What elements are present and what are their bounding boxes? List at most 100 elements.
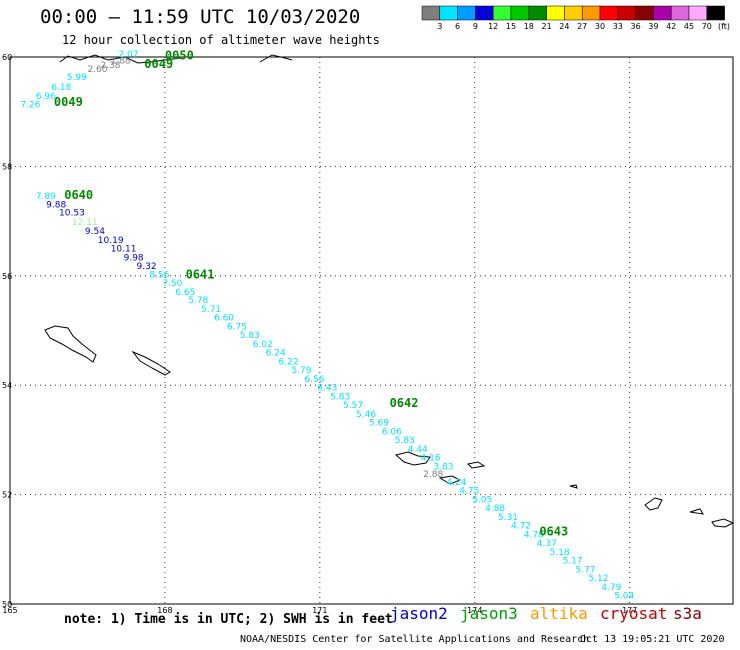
island-medny xyxy=(131,350,171,376)
pass-time-label: 0642 xyxy=(390,396,419,410)
legend-label: 12 xyxy=(488,22,498,31)
wave-height-value: 5.77 xyxy=(575,565,595,575)
legend-altika: altika xyxy=(530,604,588,623)
wave-height-value: 5.31 xyxy=(498,513,518,523)
wave-height-value: 6.22 xyxy=(279,357,299,367)
wave-height-value: 7.26 xyxy=(20,100,40,110)
lon-tick-label: 171 xyxy=(312,606,327,615)
lat-tick-label: 56 xyxy=(2,272,12,281)
wave-height-value: 5.04 xyxy=(614,592,634,602)
lon-tick-label: 168 xyxy=(157,606,172,615)
map-border xyxy=(9,56,734,605)
wave-height-value: 6.56 xyxy=(304,375,324,385)
lat-tick-label: 60 xyxy=(2,53,12,62)
footer-timestamp: Oct 13 19:05:21 UTC 2020 xyxy=(580,634,725,645)
wave-height-value: 6.06 xyxy=(382,427,402,437)
island-agattu xyxy=(438,461,486,485)
wave-height-value: 6.43 xyxy=(317,384,337,394)
wave-height-value: 10.11 xyxy=(111,245,137,255)
color-legend: 3 6 9 12 15 18 21 24 27 30 33 36 39 42 45 70 xyxy=(421,5,725,31)
legend-swatch xyxy=(581,5,601,21)
legend-swatch xyxy=(599,5,619,21)
pass-time-label: 0049 xyxy=(54,95,83,109)
wave-height-value: 5.83 xyxy=(330,392,350,402)
wave-height-value: 4.37 xyxy=(537,539,557,549)
legend-swatch xyxy=(492,5,512,21)
map-frame xyxy=(9,56,734,605)
axis-tick-labels: 165 168 171 174 177 50 52 54 56 58 60 xyxy=(2,53,637,615)
legend-swatch xyxy=(688,5,708,21)
legend-swatch xyxy=(706,5,725,21)
legend-swatch xyxy=(635,5,654,21)
lon-tick-label: 174 xyxy=(467,606,482,615)
lon-tick-label: 177 xyxy=(622,606,637,615)
lat-tick-label: 58 xyxy=(2,162,12,171)
legend-label: 45 xyxy=(684,22,694,31)
legend-label: 21 xyxy=(542,22,552,31)
coastlines xyxy=(44,54,735,528)
lat-tick-label: 54 xyxy=(2,381,12,390)
wave-height-value: 9.32 xyxy=(137,262,157,272)
wave-height-value: 6.75 xyxy=(227,322,247,332)
wave-height-value: 5.18 xyxy=(550,548,570,558)
wave-height-value: 4.44 xyxy=(408,445,428,455)
legend-label: 27 xyxy=(577,22,587,31)
wave-height-value: 5.99 xyxy=(67,73,87,83)
wave-height-value: 4.16 xyxy=(421,454,441,464)
pass-time-label: 0641 xyxy=(186,268,215,282)
legend-units: (ft) xyxy=(718,22,731,31)
map-grid xyxy=(9,56,733,605)
wave-height-value: 5.46 xyxy=(356,410,376,420)
wave-height-value: 5.17 xyxy=(563,557,583,567)
wave-height-value: 6.60 xyxy=(214,314,234,324)
page-subtitle: 12 hour collection of altimeter wave hei… xyxy=(62,33,380,47)
lat-tick-label: 52 xyxy=(2,491,12,500)
island-bering xyxy=(44,325,97,363)
wave-height-value: 7.50 xyxy=(162,279,182,289)
wave-height-value: 5.71 xyxy=(201,305,221,315)
legend-label: 70 xyxy=(702,22,712,31)
wave-height-value: 3.83 xyxy=(433,462,453,472)
lon-tick-label: 165 xyxy=(2,606,17,615)
wave-height-value: 10.53 xyxy=(59,209,85,219)
wave-height-value: 10.19 xyxy=(98,236,124,246)
legend-swatch xyxy=(457,5,476,21)
wave-height-value: 5.78 xyxy=(188,296,208,306)
wave-height-value: 6.02 xyxy=(253,340,273,350)
island-attu xyxy=(394,451,431,466)
legend-swatch xyxy=(670,5,690,21)
wave-height-value: 4.72 xyxy=(511,522,531,532)
wave-height-value: 4.24 xyxy=(446,478,466,488)
wave-height-value: 2.88 xyxy=(423,470,443,480)
lat-tick-label: 50 xyxy=(2,600,12,609)
legend-label: 42 xyxy=(666,22,676,31)
wave-height-value: 8.56 xyxy=(149,270,169,280)
legend-label: 24 xyxy=(559,22,569,31)
pass-time-label: 0643 xyxy=(539,525,568,539)
legend-swatch xyxy=(564,5,583,21)
legend-swatch xyxy=(510,5,530,21)
footer-credit: NOAA/NESDIS Center for Satellite Applica… xyxy=(240,634,590,645)
legend-swatch xyxy=(653,5,672,21)
legend-label: 3 xyxy=(437,22,442,31)
wave-height-value: 9.54 xyxy=(85,227,105,237)
wave-height-value: 4.78 xyxy=(524,530,544,540)
legend-label: 18 xyxy=(524,22,534,31)
wave-height-value: 5.79 xyxy=(291,366,311,376)
legend-label: 15 xyxy=(506,22,516,31)
wave-height-value: 7.89 xyxy=(36,192,56,202)
wave-height-value: 9.88 xyxy=(46,200,66,210)
legend-jason3: jason3 xyxy=(460,604,518,623)
wave-height-value: 4.79 xyxy=(601,583,621,593)
pass-time-label: 0640 xyxy=(64,188,93,202)
wave-height-value: 5.12 xyxy=(588,574,608,584)
wave-height-value: 4.75 xyxy=(459,487,479,497)
wave-height-value: 5.83 xyxy=(395,436,415,446)
wave-height-value: 4.88 xyxy=(485,504,505,514)
island-rat xyxy=(569,484,735,528)
wave-height-track: 2.071.882.382.605.996.186.967.26 7.899.88… xyxy=(20,50,634,602)
wave-height-value: 5.69 xyxy=(369,419,389,429)
legend-label: 30 xyxy=(595,22,605,31)
wave-height-value: 2.07 xyxy=(118,50,138,60)
